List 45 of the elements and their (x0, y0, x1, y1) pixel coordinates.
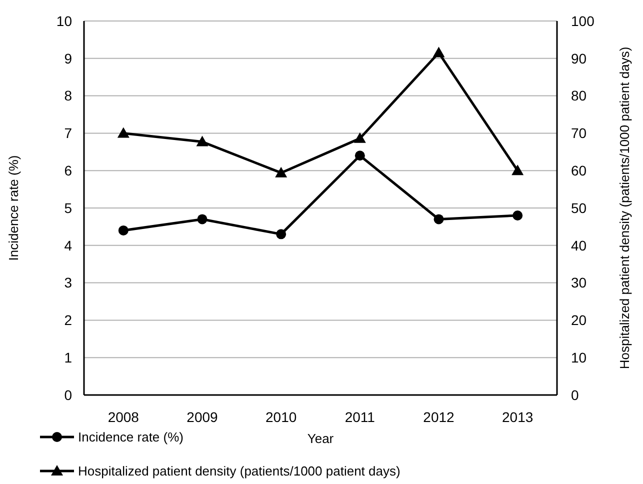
point (276, 229, 286, 240)
point (197, 214, 208, 224)
point (275, 166, 288, 178)
y-tick-label: 6 (64, 162, 72, 178)
y2-tick-label: 40 (571, 237, 587, 254)
y2-tick-label: 90 (571, 50, 587, 66)
point (512, 164, 524, 176)
y-tick-label: 8 (64, 88, 72, 104)
x-tick-label: 2008 (108, 409, 140, 425)
y2-tick-label: 20 (571, 312, 587, 328)
y2-tick-label: 50 (571, 200, 587, 216)
y2-axis-title: Hospitalized patient density (patients/1000 patient days) (617, 46, 632, 370)
y-tick-label: 1 (64, 350, 72, 366)
y2-tick-label: 60 (571, 162, 587, 178)
legend-label: Incidence rate (%) (78, 430, 184, 445)
y-axis-title: Incidence rate (%) (6, 155, 21, 261)
y-tick-label: 2 (64, 312, 72, 328)
y-tick-label: 10 (56, 12, 72, 29)
y2-tick-label: 80 (571, 88, 587, 104)
legend-label: Hospitalized patient density (patients/1000 patient days) (78, 464, 400, 479)
point (354, 150, 365, 161)
point (432, 46, 445, 58)
x-tick-label: 2009 (186, 409, 218, 425)
x-tick-label: 2010 (266, 409, 297, 425)
x-tick-label: 2012 (423, 409, 455, 425)
point (354, 132, 366, 143)
y-tick-label: 3 (64, 274, 72, 291)
point (512, 210, 523, 220)
y2-tick-label: 100 (571, 12, 595, 29)
point (434, 214, 444, 224)
point (196, 136, 208, 146)
y2-tick-label: 10 (571, 350, 587, 366)
y-tick-label: 0 (64, 386, 72, 403)
x-tick-label: 2013 (502, 409, 534, 425)
y-tick-label: 4 (64, 237, 72, 254)
y-tick-label: 9 (64, 50, 72, 66)
x-axis-title: Year (307, 431, 334, 446)
y2-tick-label: 70 (571, 125, 587, 142)
x-tick-label: 2011 (344, 409, 376, 425)
point (118, 225, 128, 236)
point (117, 127, 130, 138)
y-tick-label: 5 (64, 200, 72, 216)
y2-tick-label: 30 (571, 274, 587, 291)
y2-tick-label: 0 (571, 386, 579, 403)
y-tick-label: 7 (64, 125, 72, 142)
